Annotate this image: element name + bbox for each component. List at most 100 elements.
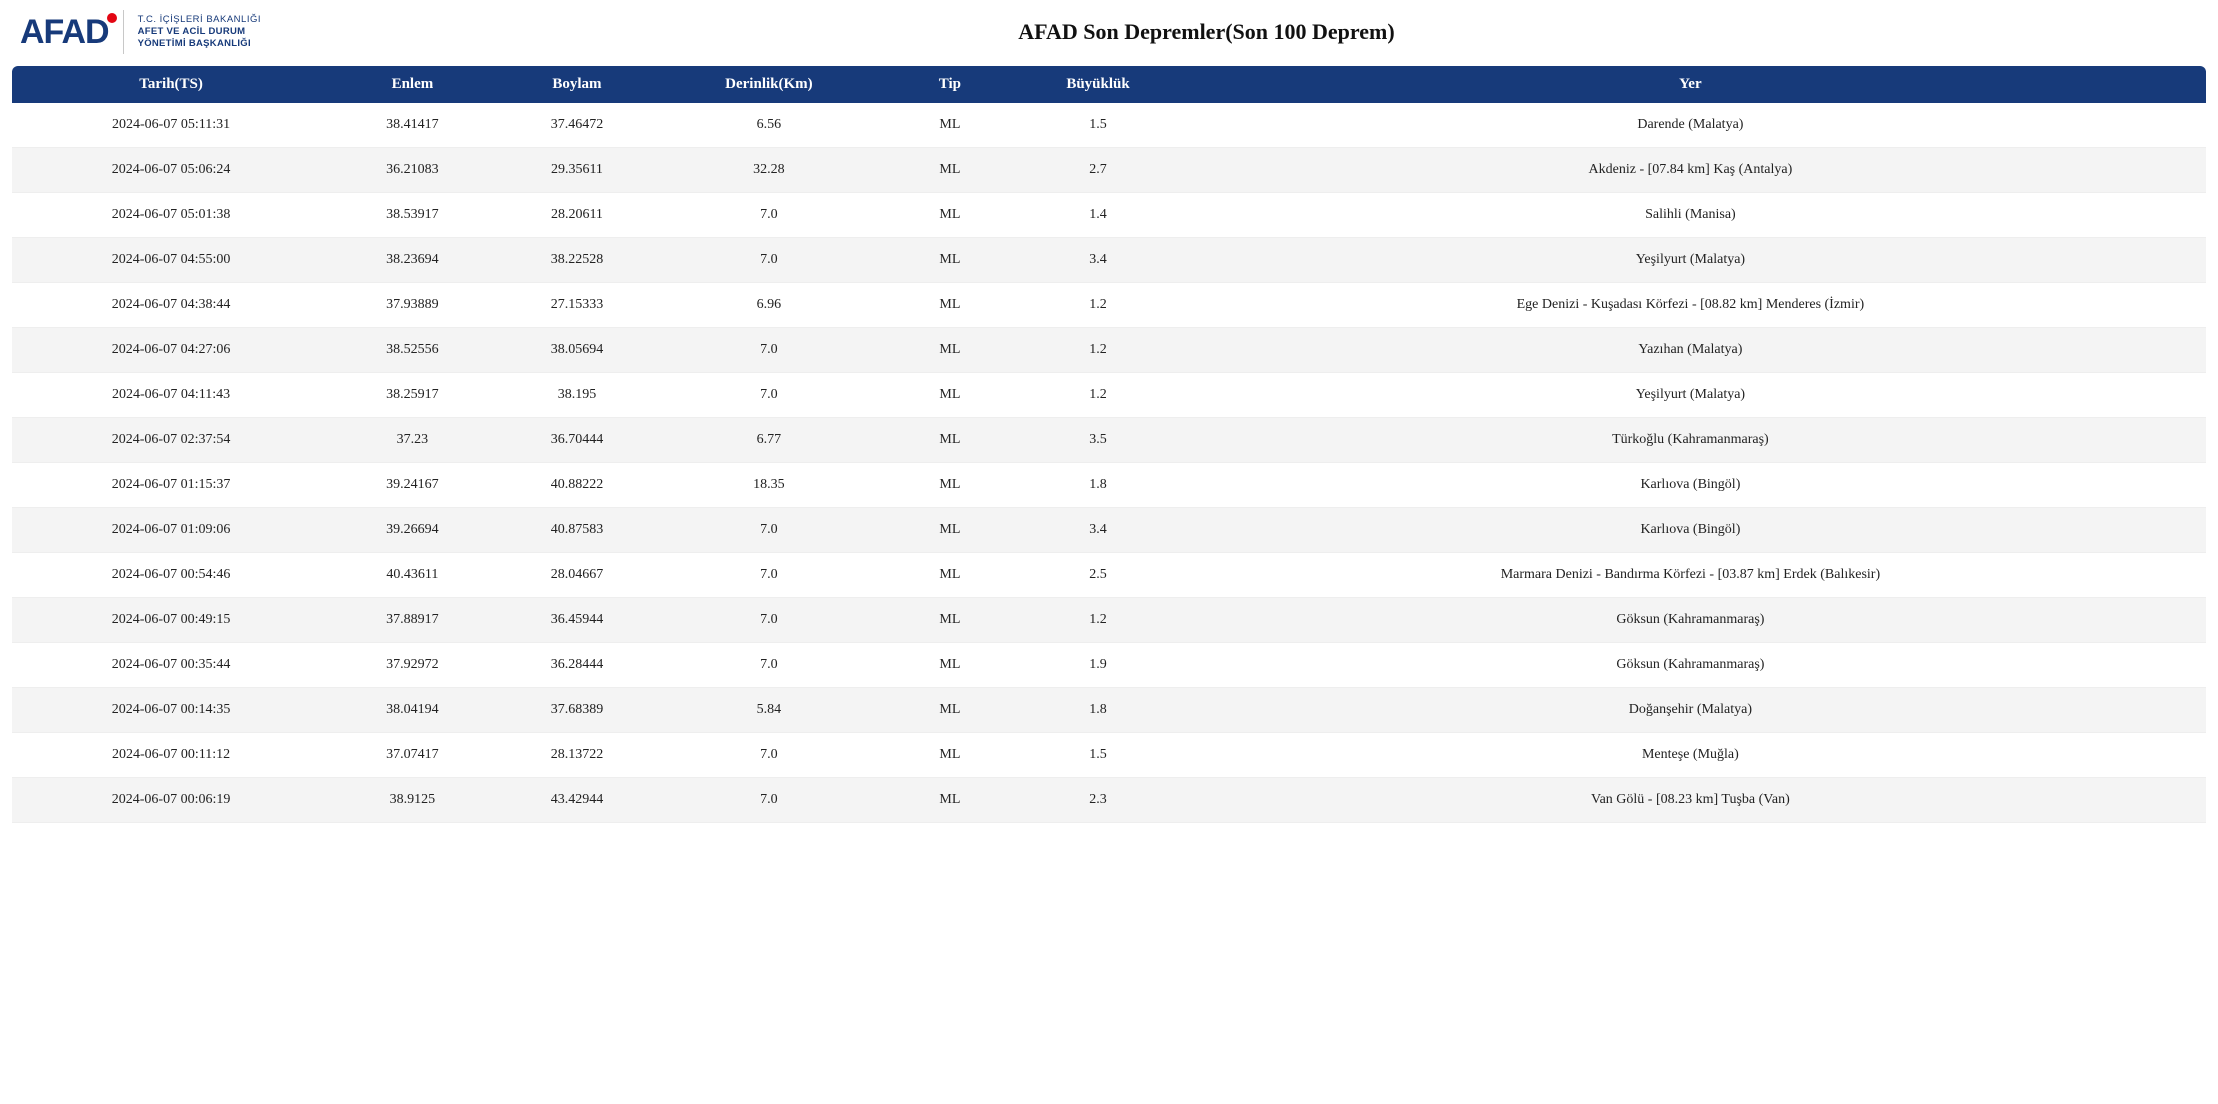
logo-divider	[123, 10, 124, 54]
cell-type: ML	[879, 643, 1022, 688]
cell-lat: 38.04194	[330, 688, 495, 733]
logo-block: AFAD T.C. İÇİŞLERİ BAKANLIĞI AFET VE ACİ…	[20, 10, 261, 54]
table-row[interactable]: 2024-06-07 00:11:1237.0741728.137227.0ML…	[12, 733, 2206, 778]
cell-type: ML	[879, 598, 1022, 643]
cell-type: ML	[879, 373, 1022, 418]
cell-lat: 38.53917	[330, 193, 495, 238]
table-row[interactable]: 2024-06-07 05:01:3838.5391728.206117.0ML…	[12, 193, 2206, 238]
logo-line2: AFET VE ACİL DURUM	[138, 26, 261, 38]
col-header-mag[interactable]: Büyüklük	[1021, 66, 1175, 103]
cell-lat: 38.23694	[330, 238, 495, 283]
table-row[interactable]: 2024-06-07 00:49:1537.8891736.459447.0ML…	[12, 598, 2206, 643]
cell-depth: 6.77	[659, 418, 878, 463]
cell-mag: 1.2	[1021, 598, 1175, 643]
cell-depth: 18.35	[659, 463, 878, 508]
cell-loc: Akdeniz - [07.84 km] Kaş (Antalya)	[1175, 148, 2206, 193]
table-row[interactable]: 2024-06-07 00:06:1938.912543.429447.0ML2…	[12, 778, 2206, 823]
cell-depth: 7.0	[659, 553, 878, 598]
col-header-depth[interactable]: Derinlik(Km)	[659, 66, 878, 103]
cell-depth: 32.28	[659, 148, 878, 193]
cell-lat: 39.26694	[330, 508, 495, 553]
cell-mag: 2.5	[1021, 553, 1175, 598]
cell-lon: 40.88222	[495, 463, 660, 508]
table-row[interactable]: 2024-06-07 04:38:4437.9388927.153336.96M…	[12, 283, 2206, 328]
cell-lat: 37.23	[330, 418, 495, 463]
cell-mag: 1.5	[1021, 733, 1175, 778]
cell-type: ML	[879, 148, 1022, 193]
logo-wordmark: AFAD	[20, 15, 109, 49]
cell-type: ML	[879, 553, 1022, 598]
cell-date: 2024-06-07 01:09:06	[12, 508, 330, 553]
cell-lon: 36.70444	[495, 418, 660, 463]
cell-mag: 3.4	[1021, 238, 1175, 283]
cell-lat: 38.9125	[330, 778, 495, 823]
cell-loc: Ege Denizi - Kuşadası Körfezi - [08.82 k…	[1175, 283, 2206, 328]
col-header-type[interactable]: Tip	[879, 66, 1022, 103]
cell-lon: 28.13722	[495, 733, 660, 778]
table-row[interactable]: 2024-06-07 00:14:3538.0419437.683895.84M…	[12, 688, 2206, 733]
cell-lon: 38.195	[495, 373, 660, 418]
cell-lat: 37.88917	[330, 598, 495, 643]
cell-lat: 37.07417	[330, 733, 495, 778]
logo-subtitle: T.C. İÇİŞLERİ BAKANLIĞI AFET VE ACİL DUR…	[138, 14, 261, 50]
cell-loc: Van Gölü - [08.23 km] Tuşba (Van)	[1175, 778, 2206, 823]
cell-loc: Marmara Denizi - Bandırma Körfezi - [03.…	[1175, 553, 2206, 598]
cell-mag: 1.8	[1021, 688, 1175, 733]
cell-lon: 28.04667	[495, 553, 660, 598]
cell-depth: 7.0	[659, 328, 878, 373]
cell-date: 2024-06-07 02:37:54	[12, 418, 330, 463]
cell-depth: 6.56	[659, 103, 878, 148]
cell-loc: Yazıhan (Malatya)	[1175, 328, 2206, 373]
cell-loc: Darende (Malatya)	[1175, 103, 2206, 148]
cell-loc: Karlıova (Bingöl)	[1175, 463, 2206, 508]
cell-loc: Doğanşehir (Malatya)	[1175, 688, 2206, 733]
cell-mag: 1.9	[1021, 643, 1175, 688]
cell-type: ML	[879, 238, 1022, 283]
table-row[interactable]: 2024-06-07 00:54:4640.4361128.046677.0ML…	[12, 553, 2206, 598]
cell-depth: 7.0	[659, 238, 878, 283]
page-title: AFAD Son Depremler(Son 100 Deprem)	[275, 19, 2198, 45]
table-row[interactable]: 2024-06-07 01:09:0639.2669440.875837.0ML…	[12, 508, 2206, 553]
cell-depth: 7.0	[659, 373, 878, 418]
table-header-row: Tarih(TS) Enlem Boylam Derinlik(Km) Tip …	[12, 66, 2206, 103]
cell-depth: 7.0	[659, 508, 878, 553]
table-row[interactable]: 2024-06-07 05:11:3138.4141737.464726.56M…	[12, 103, 2206, 148]
cell-date: 2024-06-07 04:27:06	[12, 328, 330, 373]
table-row[interactable]: 2024-06-07 04:55:0038.2369438.225287.0ML…	[12, 238, 2206, 283]
cell-lon: 36.28444	[495, 643, 660, 688]
cell-date: 2024-06-07 00:11:12	[12, 733, 330, 778]
cell-mag: 3.4	[1021, 508, 1175, 553]
cell-type: ML	[879, 688, 1022, 733]
table-row[interactable]: 2024-06-07 00:35:4437.9297236.284447.0ML…	[12, 643, 2206, 688]
cell-depth: 7.0	[659, 193, 878, 238]
table-row[interactable]: 2024-06-07 04:27:0638.5255638.056947.0ML…	[12, 328, 2206, 373]
cell-mag: 2.3	[1021, 778, 1175, 823]
col-header-date[interactable]: Tarih(TS)	[12, 66, 330, 103]
col-header-lat[interactable]: Enlem	[330, 66, 495, 103]
cell-loc: Türkoğlu (Kahramanmaraş)	[1175, 418, 2206, 463]
table-row[interactable]: 2024-06-07 02:37:5437.2336.704446.77ML3.…	[12, 418, 2206, 463]
cell-lat: 36.21083	[330, 148, 495, 193]
col-header-lon[interactable]: Boylam	[495, 66, 660, 103]
cell-type: ML	[879, 418, 1022, 463]
table-row[interactable]: 2024-06-07 01:15:3739.2416740.8822218.35…	[12, 463, 2206, 508]
cell-lon: 27.15333	[495, 283, 660, 328]
cell-type: ML	[879, 733, 1022, 778]
cell-type: ML	[879, 463, 1022, 508]
cell-depth: 6.96	[659, 283, 878, 328]
cell-date: 2024-06-07 00:14:35	[12, 688, 330, 733]
cell-loc: Göksun (Kahramanmaraş)	[1175, 643, 2206, 688]
table-row[interactable]: 2024-06-07 04:11:4338.2591738.1957.0ML1.…	[12, 373, 2206, 418]
cell-lon: 36.45944	[495, 598, 660, 643]
cell-date: 2024-06-07 04:11:43	[12, 373, 330, 418]
cell-date: 2024-06-07 00:49:15	[12, 598, 330, 643]
cell-date: 2024-06-07 04:55:00	[12, 238, 330, 283]
cell-lon: 37.46472	[495, 103, 660, 148]
cell-date: 2024-06-07 00:54:46	[12, 553, 330, 598]
table-row[interactable]: 2024-06-07 05:06:2436.2108329.3561132.28…	[12, 148, 2206, 193]
cell-loc: Yeşilyurt (Malatya)	[1175, 373, 2206, 418]
table-container: Tarih(TS) Enlem Boylam Derinlik(Km) Tip …	[0, 66, 2218, 823]
cell-type: ML	[879, 283, 1022, 328]
col-header-loc[interactable]: Yer	[1175, 66, 2206, 103]
cell-lon: 29.35611	[495, 148, 660, 193]
